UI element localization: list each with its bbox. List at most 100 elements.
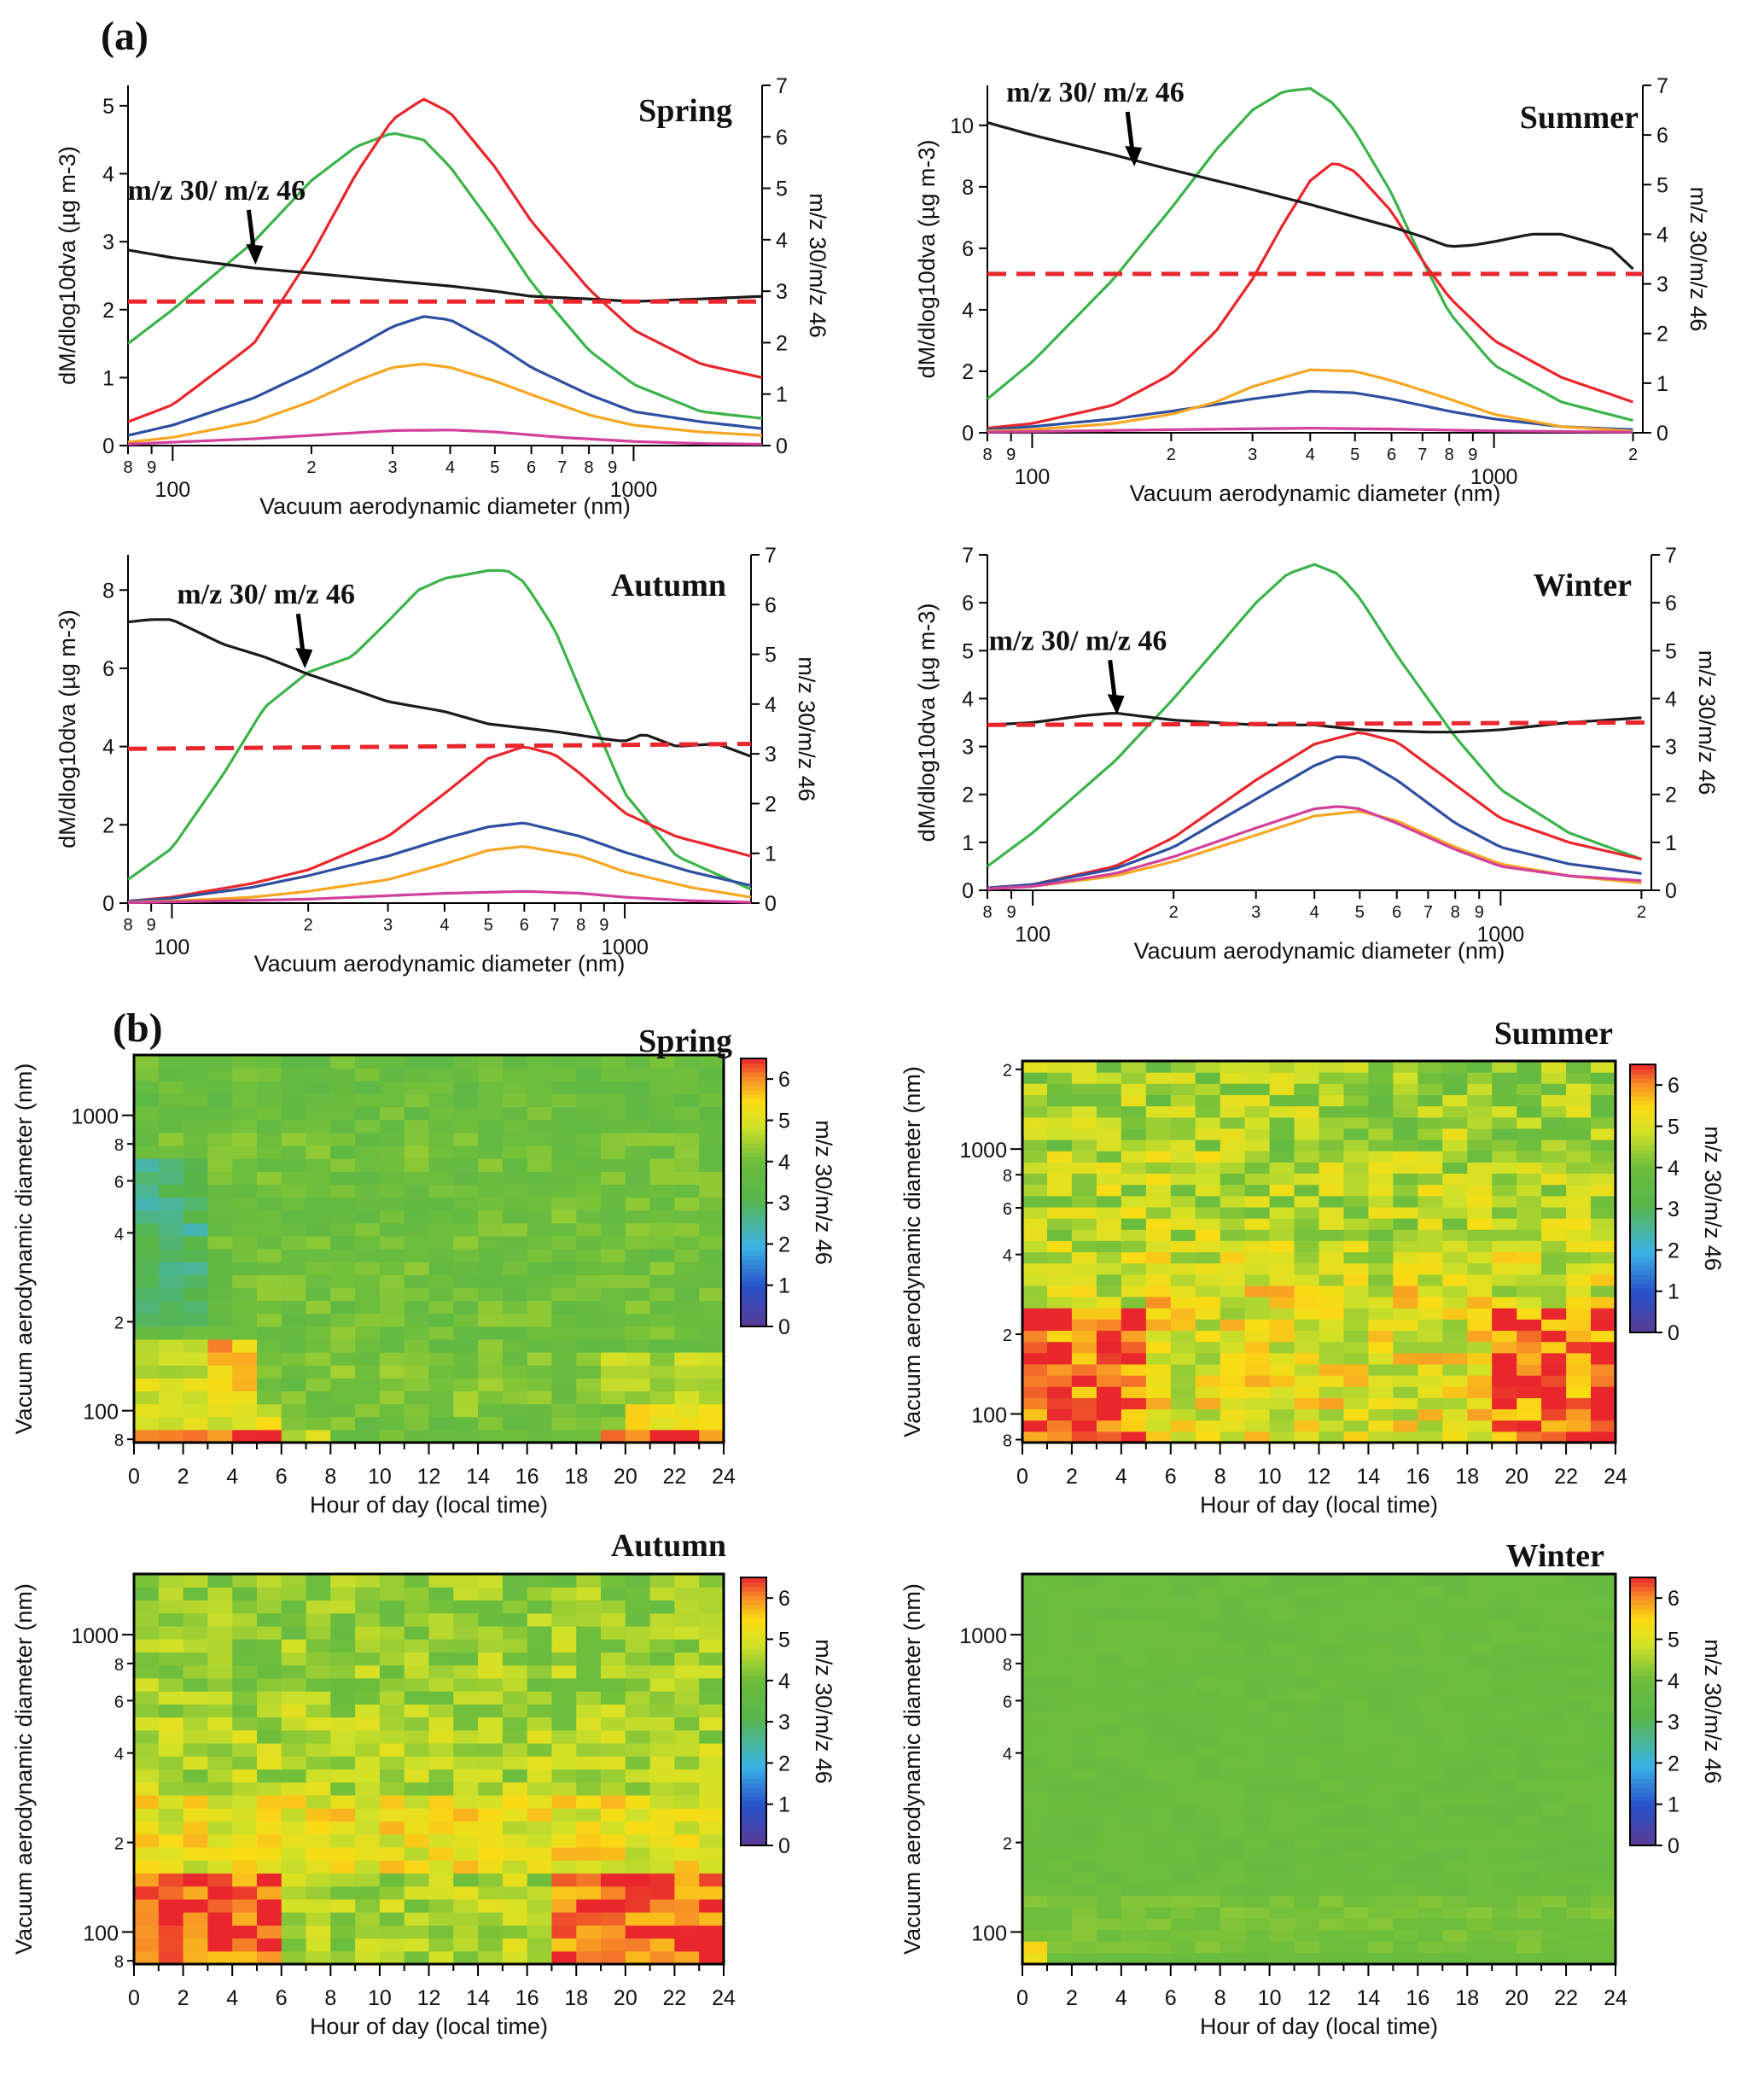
- heatmap-cell: [1418, 1397, 1443, 1410]
- heatmap-cell: [1591, 1061, 1616, 1073]
- heatmap-cell: [281, 1938, 307, 1952]
- heatmap-cell: [1220, 1918, 1246, 1931]
- heatmap-cell: [1566, 1151, 1592, 1163]
- heatmap-cell: [1071, 1758, 1097, 1770]
- heatmap-cell: [1566, 1792, 1592, 1804]
- heatmap-cell: [183, 1158, 208, 1172]
- heatmap-cell: [1244, 1420, 1271, 1432]
- heatmap-cell: [1145, 1308, 1172, 1320]
- heatmap-cell: [1145, 1723, 1172, 1735]
- heatmap-cell: [1071, 1251, 1097, 1264]
- heatmap-cell: [1195, 1929, 1221, 1942]
- heatmap-cell: [502, 1390, 528, 1405]
- heatmap-cell: [699, 1625, 725, 1640]
- heatmap-cell: [1541, 1815, 1567, 1828]
- x-tick-label: 4: [1115, 1465, 1127, 1489]
- heatmap-cell: [1096, 1251, 1122, 1264]
- heatmap-cell: [355, 1677, 381, 1692]
- heatmap-cell: [379, 1950, 405, 1965]
- x-tick-label: 22: [1554, 1986, 1578, 2010]
- colorbar-segment: [741, 1245, 766, 1251]
- heatmap-cell: [1047, 1918, 1073, 1931]
- heatmap-cell: [379, 1625, 405, 1640]
- heatmap-cell: [527, 1574, 553, 1588]
- heatmap-cell: [1145, 1297, 1172, 1309]
- heatmap-cell: [1220, 1596, 1246, 1609]
- heatmap-cell: [1418, 1285, 1443, 1297]
- heatmap-cell: [1442, 1792, 1468, 1804]
- heatmap-cell: [1220, 1262, 1246, 1275]
- heatmap-cell: [1541, 1319, 1567, 1332]
- heatmap-cell: [1121, 1386, 1147, 1398]
- heatmap-cell: [232, 1338, 258, 1353]
- heatmap-cell: [1244, 1285, 1271, 1297]
- heatmap-cell: [158, 1912, 184, 1926]
- x-axis-title: Vacuum aerodynamic diameter (nm): [259, 493, 631, 519]
- heatmap-cell: [404, 1068, 430, 1081]
- heatmap-cell: [207, 1950, 233, 1965]
- heatmap-cell: [1047, 1206, 1073, 1219]
- heatmap-cell: [601, 1639, 626, 1653]
- heatmap-cell: [1121, 1585, 1147, 1598]
- y2-tick-label: 4: [1665, 687, 1677, 711]
- heatmap-cell: [527, 1625, 553, 1640]
- heatmap-cell: [1195, 1918, 1221, 1931]
- heatmap-cell: [1467, 1397, 1493, 1410]
- heatmap-cell: [134, 1197, 160, 1211]
- colorbar-segment: [1630, 1782, 1656, 1788]
- heatmap-cell: [1220, 1861, 1246, 1873]
- heatmap-cell: [1195, 1262, 1221, 1275]
- heatmap-cell: [551, 1898, 577, 1913]
- heatmap-cell: [1170, 1688, 1196, 1701]
- heatmap-cell: [1269, 1596, 1295, 1609]
- heatmap-cell: [1343, 1815, 1370, 1828]
- heatmap-cell: [1467, 1352, 1493, 1365]
- heatmap-cell: [1294, 1654, 1320, 1667]
- heatmap-cell: [551, 1756, 577, 1770]
- heatmap-cell: [1220, 1116, 1246, 1129]
- heatmap-cell: [1170, 1285, 1196, 1297]
- heatmap-cell: [527, 1352, 553, 1366]
- heatmap-cell: [1492, 1184, 1517, 1197]
- x-minor-tick-label: 9: [599, 916, 608, 935]
- heatmap-cell: [1145, 1061, 1172, 1073]
- heatmap-cell: [1121, 1688, 1147, 1701]
- colorbar-segment: [1630, 1702, 1656, 1708]
- heatmap-cell: [257, 1950, 282, 1965]
- heatmap-cell: [355, 1403, 381, 1418]
- heatmap-cell: [1566, 1341, 1592, 1354]
- heatmap-cell: [1467, 1251, 1493, 1264]
- heatmap-cell: [1220, 1872, 1246, 1885]
- heatmap-cell: [1121, 1251, 1147, 1264]
- heatmap-cell: [1541, 1330, 1567, 1343]
- heatmap-cell: [1145, 1758, 1172, 1770]
- colorbar-segment: [1630, 1760, 1656, 1766]
- heatmap-cell: [1343, 1285, 1370, 1297]
- x-minor-tick-label: 7: [1423, 903, 1433, 922]
- heatmap-cell: [649, 1429, 675, 1443]
- colorbar-segment: [741, 1814, 766, 1820]
- heatmap-cell: [232, 1898, 258, 1913]
- heatmap-cell: [1566, 1608, 1592, 1621]
- heatmap-cell: [232, 1821, 258, 1835]
- heatmap-cell: [674, 1352, 700, 1366]
- heatmap-cell: [1220, 1285, 1246, 1297]
- heatmap-cell: [1343, 1297, 1370, 1309]
- heatmap-cell: [625, 1938, 651, 1952]
- heatmap-cell: [1244, 1758, 1271, 1770]
- heatmap-cell: [207, 1587, 233, 1600]
- heatmap-cell: [1541, 1397, 1567, 1410]
- heatmap-cell: [478, 1677, 504, 1692]
- heatmap-cell: [1071, 1420, 1097, 1432]
- heatmap-cell: [1591, 1895, 1616, 1908]
- heatmap-cell: [404, 1912, 430, 1926]
- heatmap-cell: [1269, 1285, 1295, 1297]
- heatmap-cell: [1047, 1072, 1073, 1084]
- heatmap-cell: [1096, 1792, 1122, 1804]
- heatmap-cell: [1047, 1330, 1073, 1343]
- heatmap-cell: [1467, 1274, 1493, 1286]
- heatmap-cell: [404, 1081, 430, 1094]
- heatmap-cell: [1195, 1341, 1221, 1354]
- heatmap-cell: [1022, 1596, 1048, 1609]
- heatmap-cell: [1517, 1631, 1542, 1644]
